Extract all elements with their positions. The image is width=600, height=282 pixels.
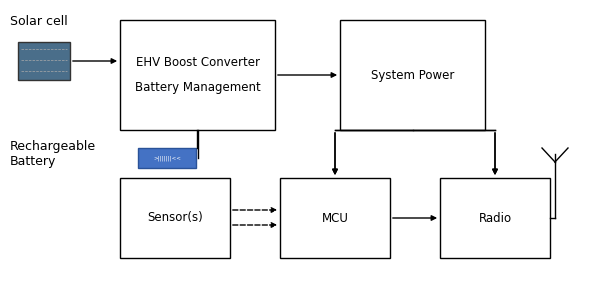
Text: Solar cell: Solar cell [10,15,68,28]
Bar [120,20,275,130]
Text: EHV Boost Converter: EHV Boost Converter [136,56,260,69]
Text: Battery Management: Battery Management [134,80,260,94]
Bar [138,148,196,168]
Bar [280,178,390,258]
Bar [340,20,485,130]
Text: Battery: Battery [10,155,56,168]
Bar [120,178,230,258]
Text: Radio: Radio [478,212,512,224]
Bar [18,42,70,80]
Text: Rechargeable: Rechargeable [10,140,96,153]
Text: >|||||||<<: >|||||||<< [153,155,181,161]
Text: Sensor(s): Sensor(s) [147,212,203,224]
Bar [440,178,550,258]
Text: System Power: System Power [371,69,454,81]
Text: MCU: MCU [322,212,349,224]
